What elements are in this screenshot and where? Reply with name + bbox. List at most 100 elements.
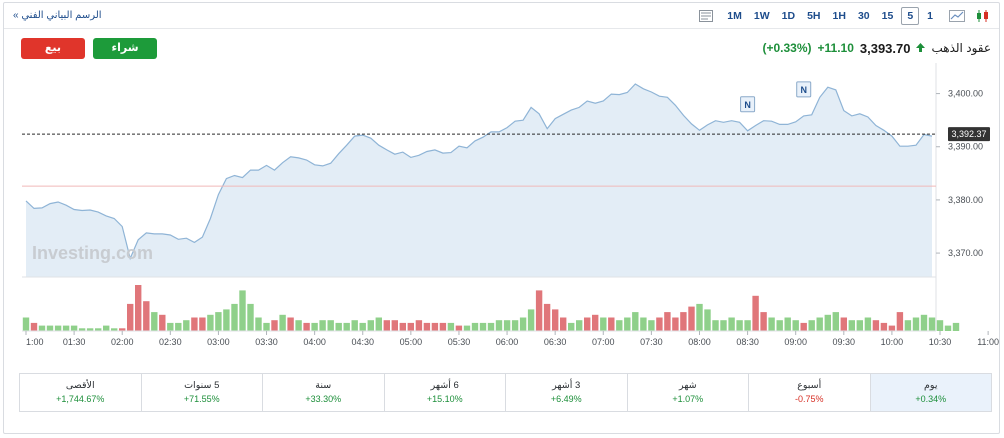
timeframe-1-button[interactable]: 1 <box>927 10 933 22</box>
x-tick-label: 07:30 <box>640 337 663 347</box>
timeframe-5-button[interactable]: 5 <box>901 7 920 25</box>
volume-bar <box>231 303 238 331</box>
volume-bar <box>920 314 928 331</box>
volume-bar <box>54 325 62 331</box>
volume-bar <box>22 317 30 331</box>
performance-cell[interactable]: شهر +1.07% <box>626 374 749 411</box>
x-tick-label: 01:30 <box>63 337 86 347</box>
volume-bar <box>383 320 390 331</box>
volume-bar <box>78 328 86 331</box>
price-chart[interactable]: 3,392.37 3,400.00 3,390.00 3,380.00 3,370.00… <box>4 63 999 353</box>
x-tick-label: 03:00 <box>207 337 230 347</box>
last-price: 3,393.70 <box>859 40 911 56</box>
timeframe-1d-button[interactable]: 1D <box>781 10 796 22</box>
performance-value: -0.75% <box>794 394 824 404</box>
volume-bar <box>800 322 807 331</box>
performance-value: +0.34% <box>915 394 947 404</box>
performance-cell[interactable]: أسبوع -0.75% <box>748 374 870 411</box>
timeframe-1w-button[interactable]: 1W <box>753 10 770 22</box>
x-tick-label: 06:30 <box>544 337 567 347</box>
x-tick-label: 08:00 <box>688 337 711 347</box>
y-tick-label: 3,390.00 <box>948 142 983 152</box>
volume-bar <box>696 303 703 331</box>
performance-cell[interactable]: الأقصى +1,744.67% <box>20 374 141 411</box>
settings-panel-icon[interactable] <box>697 7 715 25</box>
volume-bar <box>455 325 463 331</box>
y-tick-label: 3,380.00 <box>948 195 983 205</box>
volume-bar <box>207 314 214 331</box>
candlestick-icon[interactable] <box>974 7 992 25</box>
performance-cell[interactable]: 5 سنوات +71.55% <box>140 374 263 411</box>
volume-bar <box>672 317 679 331</box>
price-line <box>25 83 933 261</box>
volume-bar <box>848 320 855 331</box>
volume-bar <box>584 317 591 331</box>
volume-bar <box>271 320 278 331</box>
volume-bar <box>303 322 310 331</box>
x-tick-label: 02:30 <box>159 337 182 347</box>
performance-cell[interactable]: 3 أشهر +6.49% <box>505 374 627 411</box>
investing-watermark: Investing.com <box>32 243 153 263</box>
buy-button[interactable]: شراء <box>93 38 157 59</box>
performance-period-label: 5 سنوات <box>184 380 220 391</box>
performance-cell[interactable]: 6 أشهر +15.10% <box>383 374 506 411</box>
volume-bar <box>608 317 615 331</box>
volume-bar <box>912 317 920 331</box>
volume-bar <box>111 328 118 331</box>
volume-bar <box>784 317 791 331</box>
x-tick-label: 02:00 <box>111 337 134 347</box>
volume-bar <box>239 290 246 331</box>
area-chart-icon[interactable] <box>948 7 966 25</box>
volume-bar <box>792 320 799 331</box>
volume-bar <box>864 317 872 331</box>
timeframe-1h-button[interactable]: 1H <box>832 10 846 22</box>
volume-bar <box>151 312 158 331</box>
x-tick-label: 09:00 <box>784 337 807 347</box>
news-marker-icon <box>796 81 812 98</box>
volume-bar <box>664 312 671 331</box>
performance-period-label: الأقصى <box>65 380 95 391</box>
volume-bar <box>287 317 294 331</box>
volume-bar <box>263 322 270 331</box>
sell-button[interactable]: بيع <box>21 38 85 59</box>
timeframe-selector: 1M 1W 1D 5H 1H 30 15 5 1 <box>721 7 939 25</box>
x-tick-label: 04:00 <box>303 337 326 347</box>
x-tick-label: 09:30 <box>833 337 856 347</box>
volume-bar <box>832 312 839 331</box>
performance-cell[interactable]: يوم +0.34% <box>869 374 991 411</box>
volume-bar <box>728 317 735 331</box>
volume-bar <box>46 325 54 331</box>
chart-toolbar: الرسم البياني الفني » 1M 1W 1D 5H 1H 30 15 5 1 <box>4 3 999 29</box>
volume-bar <box>648 320 655 331</box>
volume-bar <box>511 320 519 331</box>
x-tick-label: 07:00 <box>592 337 615 347</box>
timeframe-1m-button[interactable]: 1M <box>727 10 742 22</box>
volume-bar <box>680 312 687 331</box>
performance-value: +15.10% <box>426 394 463 404</box>
timeframe-30-button[interactable]: 30 <box>857 10 870 22</box>
instrument-name: عقود الذهب <box>931 41 991 55</box>
volume-bar <box>247 303 254 331</box>
volume-bar <box>808 320 815 331</box>
performance-value: +1,744.67% <box>56 394 105 404</box>
volume-bar <box>592 314 599 331</box>
volume-bar <box>319 320 326 331</box>
volume-bar <box>495 320 503 331</box>
volume-bar <box>103 325 110 331</box>
volume-bar <box>30 322 38 331</box>
timeframe-15-button[interactable]: 15 <box>881 10 894 22</box>
volume-bar <box>560 317 567 331</box>
volume-bar <box>896 312 904 331</box>
volume-bar <box>143 301 150 331</box>
volume-bar <box>856 320 863 331</box>
chart-widget: الرسم البياني الفني » 1M 1W 1D 5H 1H 30 15 5 1 ب… <box>3 2 1000 434</box>
full-chart-link[interactable]: الرسم البياني الفني » <box>13 10 102 21</box>
y-tick-label: 3,370.00 <box>948 248 983 258</box>
volume-bar <box>760 312 767 331</box>
timeframe-5h-button[interactable]: 5H <box>807 10 821 22</box>
volume-bar <box>688 306 695 331</box>
performance-period-label: شهر <box>678 380 697 391</box>
volume-bar <box>463 325 471 331</box>
performance-cell[interactable]: سنة +33.30% <box>262 374 384 411</box>
volume-bar <box>656 317 663 331</box>
